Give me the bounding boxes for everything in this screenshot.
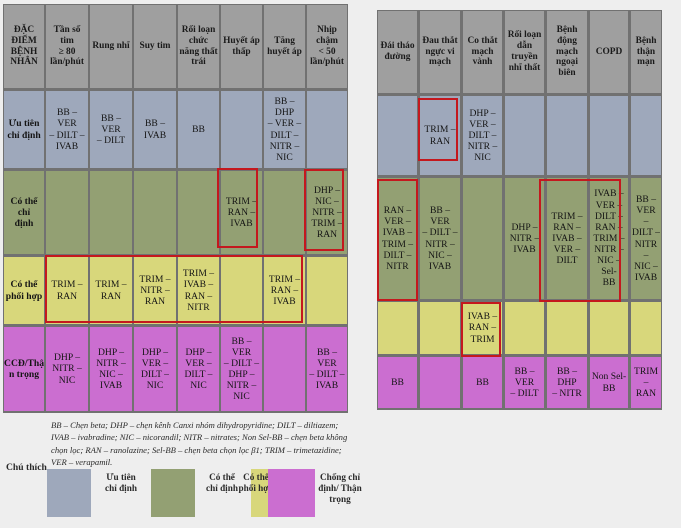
right-cell-r1-c4: TRIM – RAN – IVAB – VER – DILT (547, 178, 587, 299)
left-cell-r0-c6 (307, 91, 347, 168)
right-header-6: Bệnh thận mạn (631, 11, 661, 93)
left-cell-r3-c3: DHP – VER – DILT – NIC (178, 327, 219, 411)
left-cell-r1-c3 (178, 171, 219, 254)
right-header-2: Co thắt mạch vành (463, 11, 502, 93)
left-header-1: Tần số tim ≥ 80 lần/phút (46, 5, 88, 88)
left-cell-r2-c6 (307, 257, 347, 324)
left-cell-r2-c1: TRIM – RAN (90, 257, 132, 324)
right-header-1: Đau thắt ngực vi mạch (420, 11, 460, 93)
legend-swatch-contra (268, 469, 315, 517)
left-table: ĐẶC ĐIỂM BỆNH NHÂN Tần số tim ≥ 80 lần/ph… (3, 4, 348, 413)
right-cell-r2-c0 (378, 302, 417, 354)
right-cell-r0-c6 (631, 96, 661, 175)
right-cell-r1-c0: RAN – VER – IVAB – TRIM – DILT – NITR (378, 178, 417, 299)
right-cell-r2-c4 (547, 302, 587, 354)
left-cell-r0-c4 (221, 91, 262, 168)
left-cell-r1-c6: DHP – NIC – NITR – TRIM – RAN (307, 171, 347, 254)
left-cell-r3-c2: DHP – VER – DILT – NIC (134, 327, 176, 411)
left-row-label-1: Có thể chỉ định (4, 171, 44, 254)
right-cell-r2-c2: IVAB – RAN – TRIM (463, 302, 502, 354)
legend-label-contra: Chống chỉ định/ Thận trọng (318, 472, 362, 505)
right-cell-r3-c6: TRIM – RAN (631, 357, 661, 408)
left-header-6: Tăng huyết áp (264, 5, 305, 88)
left-cell-r1-c2 (134, 171, 176, 254)
right-cell-r3-c2: BB (463, 357, 502, 408)
left-header-7: Nhịp chậm < 50 lần/phút (307, 5, 347, 88)
left-row-label-3: CCĐ/Thậ n trọng (4, 327, 44, 411)
right-cell-r0-c0 (378, 96, 417, 175)
right-cell-r3-c3: BB – VER – DILT (505, 357, 544, 408)
left-cell-r0-c2: BB – IVAB (134, 91, 176, 168)
legend-swatch-possible (151, 469, 195, 517)
right-cell-r0-c5 (590, 96, 628, 175)
left-header-2: Rung nhĩ (90, 5, 132, 88)
left-cell-r3-c5 (264, 327, 305, 411)
left-cell-r2-c2: TRIM – NITR – RAN (134, 257, 176, 324)
right-header-3: Rối loạn dẫn truyền nhĩ thất (505, 11, 544, 93)
legend-title: Chú thích (6, 462, 47, 473)
right-table: Đái tháo đường Đau thắt ngực vi mạch Co th… (377, 10, 662, 410)
right-header-4: Bệnh động mạch ngoại biên (547, 11, 587, 93)
right-cell-r1-c2 (463, 178, 502, 299)
left-header-5: Huyết áp thấp (221, 5, 262, 88)
right-cell-r0-c2: DHP – VER – DILT – NITR – NIC (463, 96, 502, 175)
right-cell-r0-c4 (547, 96, 587, 175)
left-row-label-0: Ưu tiên chỉ định (4, 91, 44, 168)
left-cell-r2-c5: TRIM – RAN – IVAB (264, 257, 305, 324)
right-cell-r0-c3 (505, 96, 544, 175)
left-cell-r1-c1 (90, 171, 132, 254)
right-header-0: Đái tháo đường (378, 11, 417, 93)
left-cell-r2-c0: TRIM – RAN (46, 257, 88, 324)
left-cell-r0-c5: BB – DHP – VER – DILT – NITR – NIC (264, 91, 305, 168)
left-cell-r2-c3: TRIM – IVAB – RAN – NITR (178, 257, 219, 324)
left-cell-r0-c0: BB – VER – DILT – IVAB (46, 91, 88, 168)
abbreviation-note: BB – Chẹn beta; DHP – chẹn kênh Canxi nh… (51, 420, 348, 468)
left-cell-r3-c1: DHP – NITR – NIC – IVAB (90, 327, 132, 411)
legend-label-combine: Có thể phối hợp (238, 472, 274, 494)
left-header-4: Rối loạn chức năng thất trái (178, 5, 219, 88)
left-row-label-2: Có thể phối hợp (4, 257, 44, 324)
legend-label-priority: Ưu tiên chỉ định (105, 472, 137, 494)
right-cell-r3-c1 (420, 357, 460, 408)
legend-swatch-priority (47, 469, 91, 517)
right-cell-r3-c4: BB – DHP – NITR (547, 357, 587, 408)
legend-label-possible: Có thể chỉ định (206, 472, 238, 494)
left-cell-r1-c5 (264, 171, 305, 254)
right-cell-r1-c5: IVAB – VER – DILT – RAN – TRIM – NITR – … (590, 178, 628, 299)
left-header-3: Suy tim (134, 5, 176, 88)
left-cell-r0-c1: BB – VER – DILT (90, 91, 132, 168)
left-cell-r3-c4: BB – VER – DILT – DHP – NITR – NIC (221, 327, 262, 411)
right-header-5: COPD (590, 11, 628, 93)
right-cell-r1-c1: BB – VER – DILT – NITR – NIC – IVAB (420, 178, 460, 299)
left-cell-r2-c4 (221, 257, 262, 324)
left-cell-r3-c0: DHP – NITR – NIC (46, 327, 88, 411)
right-cell-r1-c3: DHP – NITR – IVAB (505, 178, 544, 299)
right-cell-r3-c5: Non Sel- BB (590, 357, 628, 408)
left-header-0: ĐẶC ĐIỂM BỆNH NHÂN (4, 5, 44, 88)
right-cell-r2-c1 (420, 302, 460, 354)
left-cell-r1-c4: TRIM – RAN – IVAB (221, 171, 262, 254)
right-cell-r1-c6: BB – VER – DILT – NITR – NIC – IVAB (631, 178, 661, 299)
right-cell-r3-c0: BB (378, 357, 417, 408)
right-cell-r2-c6 (631, 302, 661, 354)
right-cell-r2-c3 (505, 302, 544, 354)
right-cell-r0-c1: TRIM – RAN (420, 96, 460, 175)
left-cell-r0-c3: BB (178, 91, 219, 168)
left-cell-r3-c6: BB – VER – DILT – IVAB (307, 327, 347, 411)
left-cell-r1-c0 (46, 171, 88, 254)
right-cell-r2-c5 (590, 302, 628, 354)
